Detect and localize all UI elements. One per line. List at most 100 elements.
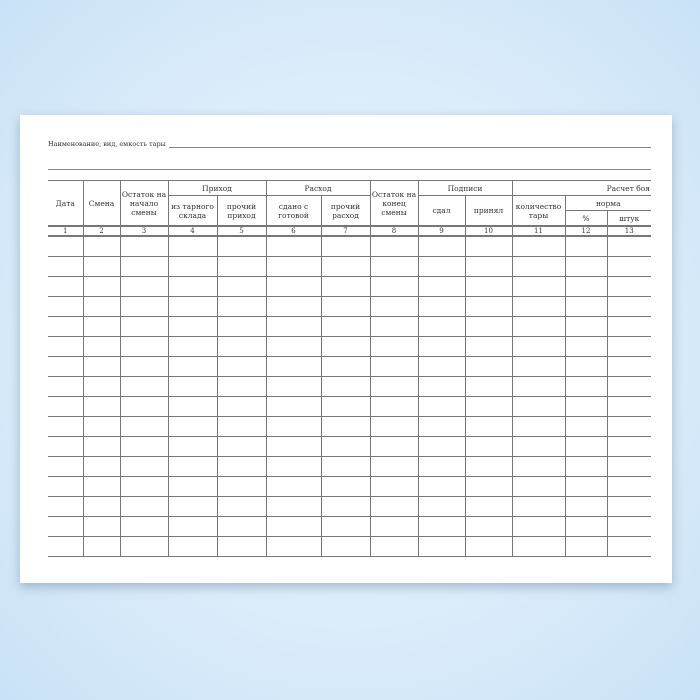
table-cell[interactable] xyxy=(320,396,371,417)
table-cell[interactable] xyxy=(119,316,169,337)
table-cell[interactable] xyxy=(216,356,267,377)
table-cell[interactable] xyxy=(265,336,322,357)
table-cell[interactable] xyxy=(265,235,322,257)
table-cell[interactable] xyxy=(82,276,121,297)
table-cell[interactable] xyxy=(417,256,466,277)
table-cell[interactable] xyxy=(82,536,121,557)
table-cell[interactable] xyxy=(48,436,84,457)
table-cell[interactable] xyxy=(48,316,84,337)
table-cell[interactable] xyxy=(119,396,169,417)
table-cell[interactable] xyxy=(82,256,121,277)
table-cell[interactable] xyxy=(417,235,466,257)
table-cell[interactable] xyxy=(511,235,566,257)
table-cell[interactable] xyxy=(216,536,267,557)
table-cell[interactable] xyxy=(564,416,608,437)
table-cell[interactable] xyxy=(167,476,218,497)
table-cell[interactable] xyxy=(48,396,84,417)
table-cell[interactable] xyxy=(511,336,566,357)
table-cell[interactable] xyxy=(216,376,267,397)
table-cell[interactable] xyxy=(265,276,322,297)
table-cell[interactable] xyxy=(369,276,419,297)
table-cell[interactable] xyxy=(606,256,652,277)
table-cell[interactable] xyxy=(417,316,466,337)
table-cell[interactable] xyxy=(265,376,322,397)
table-cell[interactable] xyxy=(119,456,169,477)
table-cell[interactable] xyxy=(167,235,218,257)
table-cell[interactable] xyxy=(369,496,419,517)
table-cell[interactable] xyxy=(606,276,652,297)
table-cell[interactable] xyxy=(464,456,513,477)
table-cell[interactable] xyxy=(167,296,218,317)
table-cell[interactable] xyxy=(82,296,121,317)
table-cell[interactable] xyxy=(417,536,466,557)
table-cell[interactable] xyxy=(119,416,169,437)
table-cell[interactable] xyxy=(564,396,608,417)
table-cell[interactable] xyxy=(48,296,84,317)
table-cell[interactable] xyxy=(511,376,566,397)
table-cell[interactable] xyxy=(48,476,84,497)
table-cell[interactable] xyxy=(119,256,169,277)
table-cell[interactable] xyxy=(464,336,513,357)
table-cell[interactable] xyxy=(417,436,466,457)
table-cell[interactable] xyxy=(82,516,121,537)
table-cell[interactable] xyxy=(167,496,218,517)
table-cell[interactable] xyxy=(464,235,513,257)
table-cell[interactable] xyxy=(564,256,608,277)
table-cell[interactable] xyxy=(265,296,322,317)
table-cell[interactable] xyxy=(606,416,652,437)
table-cell[interactable] xyxy=(119,516,169,537)
table-cell[interactable] xyxy=(82,235,121,257)
table-cell[interactable] xyxy=(606,516,652,537)
table-cell[interactable] xyxy=(265,256,322,277)
table-cell[interactable] xyxy=(606,376,652,397)
table-cell[interactable] xyxy=(82,456,121,477)
table-cell[interactable] xyxy=(464,516,513,537)
table-cell[interactable] xyxy=(216,456,267,477)
table-cell[interactable] xyxy=(511,276,566,297)
table-cell[interactable] xyxy=(564,456,608,477)
table-cell[interactable] xyxy=(464,276,513,297)
table-cell[interactable] xyxy=(511,456,566,477)
table-cell[interactable] xyxy=(417,516,466,537)
table-cell[interactable] xyxy=(464,476,513,497)
table-cell[interactable] xyxy=(464,376,513,397)
table-cell[interactable] xyxy=(417,376,466,397)
table-cell[interactable] xyxy=(167,356,218,377)
table-cell[interactable] xyxy=(564,436,608,457)
table-cell[interactable] xyxy=(606,476,652,497)
table-cell[interactable] xyxy=(265,496,322,517)
table-cell[interactable] xyxy=(417,476,466,497)
table-cell[interactable] xyxy=(369,436,419,457)
table-cell[interactable] xyxy=(564,356,608,377)
table-cell[interactable] xyxy=(82,356,121,377)
table-cell[interactable] xyxy=(82,336,121,357)
table-cell[interactable] xyxy=(48,516,84,537)
table-cell[interactable] xyxy=(369,235,419,257)
table-cell[interactable] xyxy=(216,476,267,497)
table-cell[interactable] xyxy=(464,316,513,337)
table-cell[interactable] xyxy=(417,396,466,417)
table-cell[interactable] xyxy=(564,496,608,517)
table-cell[interactable] xyxy=(82,416,121,437)
table-cell[interactable] xyxy=(167,376,218,397)
table-cell[interactable] xyxy=(48,256,84,277)
table-cell[interactable] xyxy=(48,416,84,437)
table-cell[interactable] xyxy=(48,376,84,397)
table-cell[interactable] xyxy=(320,256,371,277)
table-cell[interactable] xyxy=(464,296,513,317)
table-cell[interactable] xyxy=(606,496,652,517)
table-cell[interactable] xyxy=(265,476,322,497)
table-cell[interactable] xyxy=(216,396,267,417)
table-cell[interactable] xyxy=(82,376,121,397)
table-cell[interactable] xyxy=(320,336,371,357)
table-cell[interactable] xyxy=(265,416,322,437)
table-cell[interactable] xyxy=(167,256,218,277)
table-cell[interactable] xyxy=(48,276,84,297)
table-cell[interactable] xyxy=(369,416,419,437)
table-cell[interactable] xyxy=(216,235,267,257)
table-cell[interactable] xyxy=(265,356,322,377)
table-cell[interactable] xyxy=(511,416,566,437)
table-cell[interactable] xyxy=(606,296,652,317)
table-cell[interactable] xyxy=(511,476,566,497)
table-cell[interactable] xyxy=(417,416,466,437)
